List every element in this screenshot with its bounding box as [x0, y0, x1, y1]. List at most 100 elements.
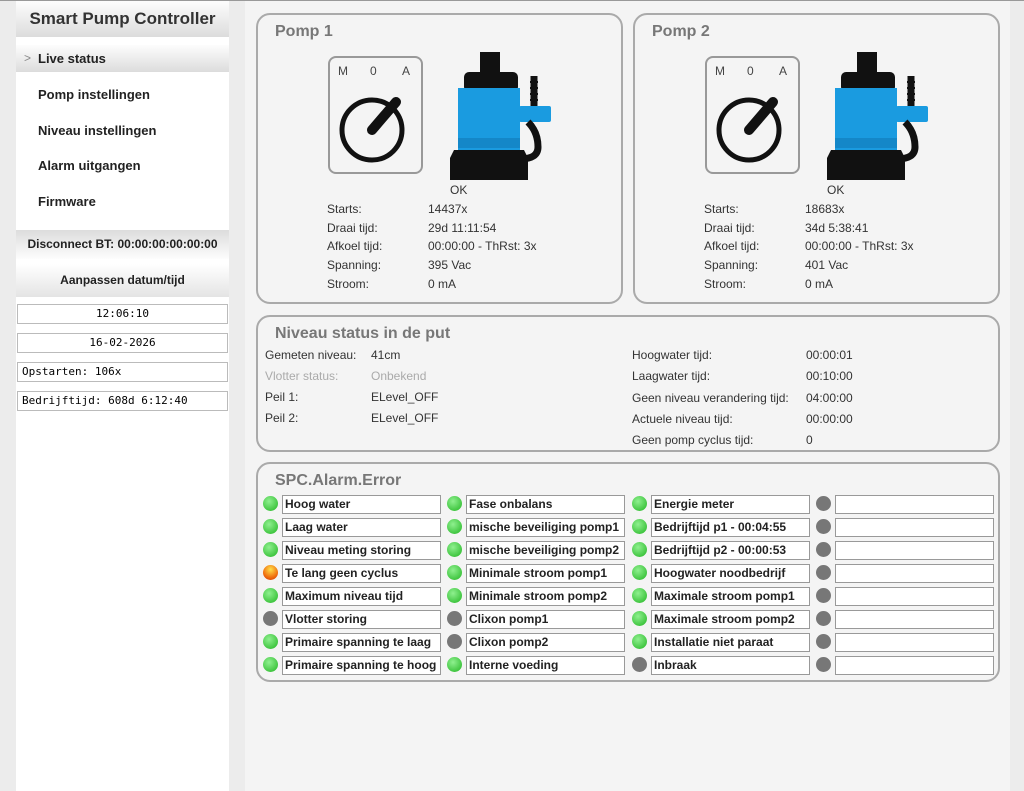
alarm-box	[835, 610, 994, 629]
alarm-led	[447, 496, 462, 511]
alarm-panel: SPC.Alarm.Error Hoog water Laag water Nivea…	[256, 462, 1000, 682]
alarm-led	[632, 657, 647, 672]
menu-item[interactable]: Niveau instellingen	[16, 117, 229, 144]
pump-row-label: Spanning:	[704, 258, 759, 273]
alarm-box: Energie meter	[651, 495, 810, 514]
level-label: Laagwater tijd:	[632, 369, 711, 384]
level-label: Actuele niveau tijd:	[632, 411, 733, 426]
time-input[interactable]: 12:06:10	[17, 304, 228, 324]
menu-label: Alarm uitgangen	[38, 158, 141, 173]
alarm-box	[835, 518, 994, 537]
alarm-box: Laag water	[282, 518, 441, 537]
alarm-box: Maximale stroom pomp2	[651, 610, 810, 629]
menu-label: Firmware	[38, 194, 96, 209]
level-label: Geen niveau verandering tijd:	[632, 390, 789, 405]
alarm-box: mische beveiliging pomp2	[466, 541, 625, 560]
alarm-led	[447, 519, 462, 534]
pump-row-value: 34d 5:38:41	[805, 220, 869, 235]
pump-row-value: 395 Vac	[428, 258, 472, 273]
pump-panel: Pomp 2 M 0 A OK Starts: 18683x Draai tijd: 34d …	[633, 13, 1000, 304]
pump-icon-wrap	[450, 52, 552, 187]
level-label: Peil 2:	[265, 411, 299, 425]
alarm-box: Niveau meting storing	[282, 541, 441, 560]
pump-row-value: 0 mA	[428, 276, 457, 291]
alarm-box	[835, 633, 994, 652]
date-input[interactable]: 16-02-2026	[17, 333, 228, 353]
level-value: 00:00:01	[806, 348, 853, 362]
alarm-led	[447, 588, 462, 603]
alarm-led	[632, 588, 647, 603]
level-label: Hoogwater tijd:	[632, 348, 713, 362]
menu-item[interactable]: > Live status	[16, 45, 229, 72]
pump-row-value: 18683x	[805, 202, 845, 216]
alarm-box: Inbraak	[651, 656, 810, 675]
alarm-box: Primaire spanning te hoog	[282, 656, 441, 675]
pump-row-label: Starts:	[704, 202, 739, 216]
alarm-box	[835, 564, 994, 583]
alarm-led	[263, 519, 278, 534]
sidebar: Smart Pump Controller > Live status Pomp in…	[16, 1, 229, 791]
switch-label: A	[779, 64, 788, 78]
switch-label: M	[338, 64, 348, 78]
switch-dial	[716, 97, 782, 163]
level-value: 00:00:00	[806, 411, 853, 426]
alarm-led	[816, 496, 831, 511]
pump-icon	[827, 52, 928, 180]
alarm-box: mische beveiliging pomp1	[466, 518, 625, 537]
switch-dial	[339, 97, 405, 163]
pump-icon	[450, 52, 551, 180]
alarm-box	[835, 495, 994, 514]
level-value: 0	[806, 433, 813, 448]
alarm-led	[632, 519, 647, 534]
level-value: 04:00:00	[806, 390, 853, 405]
mode-switch[interactable]: M 0 A	[705, 56, 800, 174]
alarm-led	[263, 542, 278, 557]
switch-label: A	[402, 64, 411, 78]
alarm-led	[263, 611, 278, 626]
alarm-led	[816, 634, 831, 649]
level-label: Geen pomp cyclus tijd:	[632, 433, 754, 448]
alarm-box: Installatie niet paraat	[651, 633, 810, 652]
alarm-led	[816, 565, 831, 580]
alarm-led	[447, 542, 462, 557]
disconnect-bt[interactable]: Disconnect BT: 00:00:00:00:00:00	[16, 230, 229, 259]
alarm-box: Maximum niveau tijd	[282, 587, 441, 606]
menu-item[interactable]: Firmware	[16, 188, 229, 215]
pump-row-label: Afkoel tijd:	[327, 239, 383, 254]
level-value: ELevel_OFF	[371, 411, 439, 425]
alarm-box: Minimale stroom pomp2	[466, 587, 625, 606]
chevron: >	[24, 51, 32, 65]
pump-row-value: 0 mA	[805, 276, 834, 291]
pump-status: OK	[827, 183, 845, 197]
alarm-box: Maximale stroom pomp1	[651, 587, 810, 606]
alarm-led	[632, 634, 647, 649]
alarm-box: Interne voeding	[466, 656, 625, 675]
menu-label: Live status	[38, 51, 106, 66]
level-label: Peil 1:	[265, 390, 299, 404]
alarm-led	[263, 657, 278, 672]
alarm-box	[835, 587, 994, 606]
menu-item[interactable]: Pomp instellingen	[16, 81, 229, 108]
alarm-box: Hoogwater noodbedrijf	[651, 564, 810, 583]
mode-switch[interactable]: M 0 A	[328, 56, 423, 174]
level-label: Gemeten niveau:	[265, 348, 357, 362]
alarm-led	[447, 657, 462, 672]
switch-label: 0	[370, 64, 377, 78]
pump-title: Pomp 2	[652, 23, 710, 40]
menu-item[interactable]: Alarm uitgangen	[16, 152, 229, 179]
pump-row-label: Draai tijd:	[704, 220, 755, 235]
alarm-led	[632, 611, 647, 626]
alarm-led	[447, 565, 462, 580]
alarm-led	[632, 496, 647, 511]
level-value: 00:10:00	[806, 369, 853, 384]
alarm-led	[263, 565, 278, 580]
pump-row-value: 29d 11:11:54	[428, 220, 497, 235]
level-value: ELevel_OFF	[371, 390, 439, 404]
pump-title: Pomp 1	[275, 23, 333, 40]
pump-row-value: 00:00:00 - ThRst: 3x	[805, 239, 914, 254]
alarm-box	[835, 656, 994, 675]
pump-row-label: Stroom:	[327, 276, 370, 291]
pump-panel: Pomp 1 M 0 A OK Starts: 14437x Draai tijd: 29d …	[256, 13, 623, 304]
pump-status: OK	[450, 183, 468, 197]
